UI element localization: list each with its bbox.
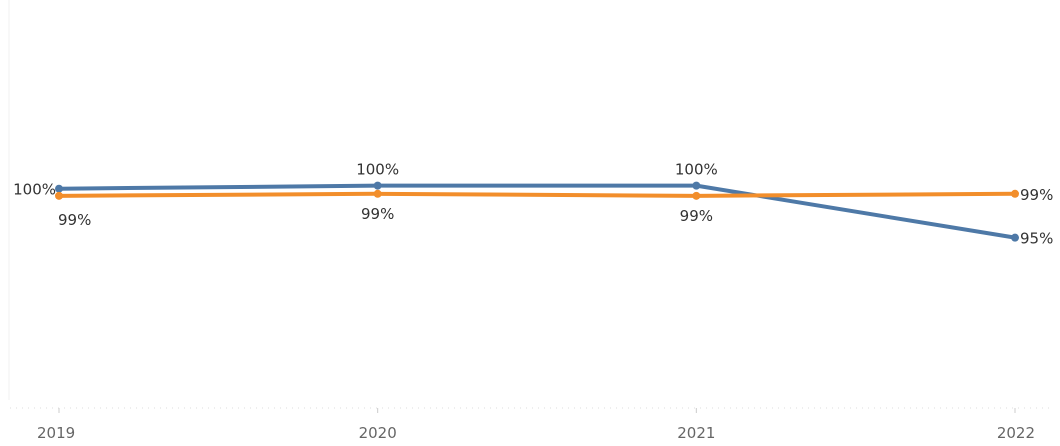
- data-point: [1011, 233, 1019, 242]
- x-tick-label: 2019: [37, 424, 75, 442]
- data-point: [692, 181, 701, 190]
- x-tick-label: 2021: [677, 424, 715, 442]
- x-tick-labels: 2019 2020 2021 2022: [37, 424, 1035, 442]
- data-label: 99%: [361, 205, 394, 223]
- x-axis: [8, 0, 1050, 413]
- data-point: [373, 181, 382, 190]
- data-point: [55, 184, 63, 193]
- data-labels: 100% 100% 100% 95% 99% 99% 99% 99%: [13, 161, 1053, 248]
- data-label: 99%: [1020, 186, 1053, 204]
- data-point: [55, 191, 63, 200]
- data-point: [692, 191, 701, 200]
- data-label: 99%: [58, 211, 91, 229]
- data-label: 99%: [680, 207, 713, 225]
- data-label: 100%: [675, 161, 718, 179]
- series-line-0: [57, 183, 1017, 240]
- data-label: 95%: [1020, 230, 1053, 248]
- data-label: 100%: [13, 181, 56, 199]
- series-line-1: [57, 191, 1017, 198]
- series-layer: [55, 181, 1019, 242]
- data-point: [373, 189, 382, 198]
- data-label: 100%: [356, 161, 399, 179]
- x-tick-label: 2020: [359, 424, 397, 442]
- x-tick-label: 2022: [997, 424, 1035, 442]
- data-point: [1011, 189, 1019, 198]
